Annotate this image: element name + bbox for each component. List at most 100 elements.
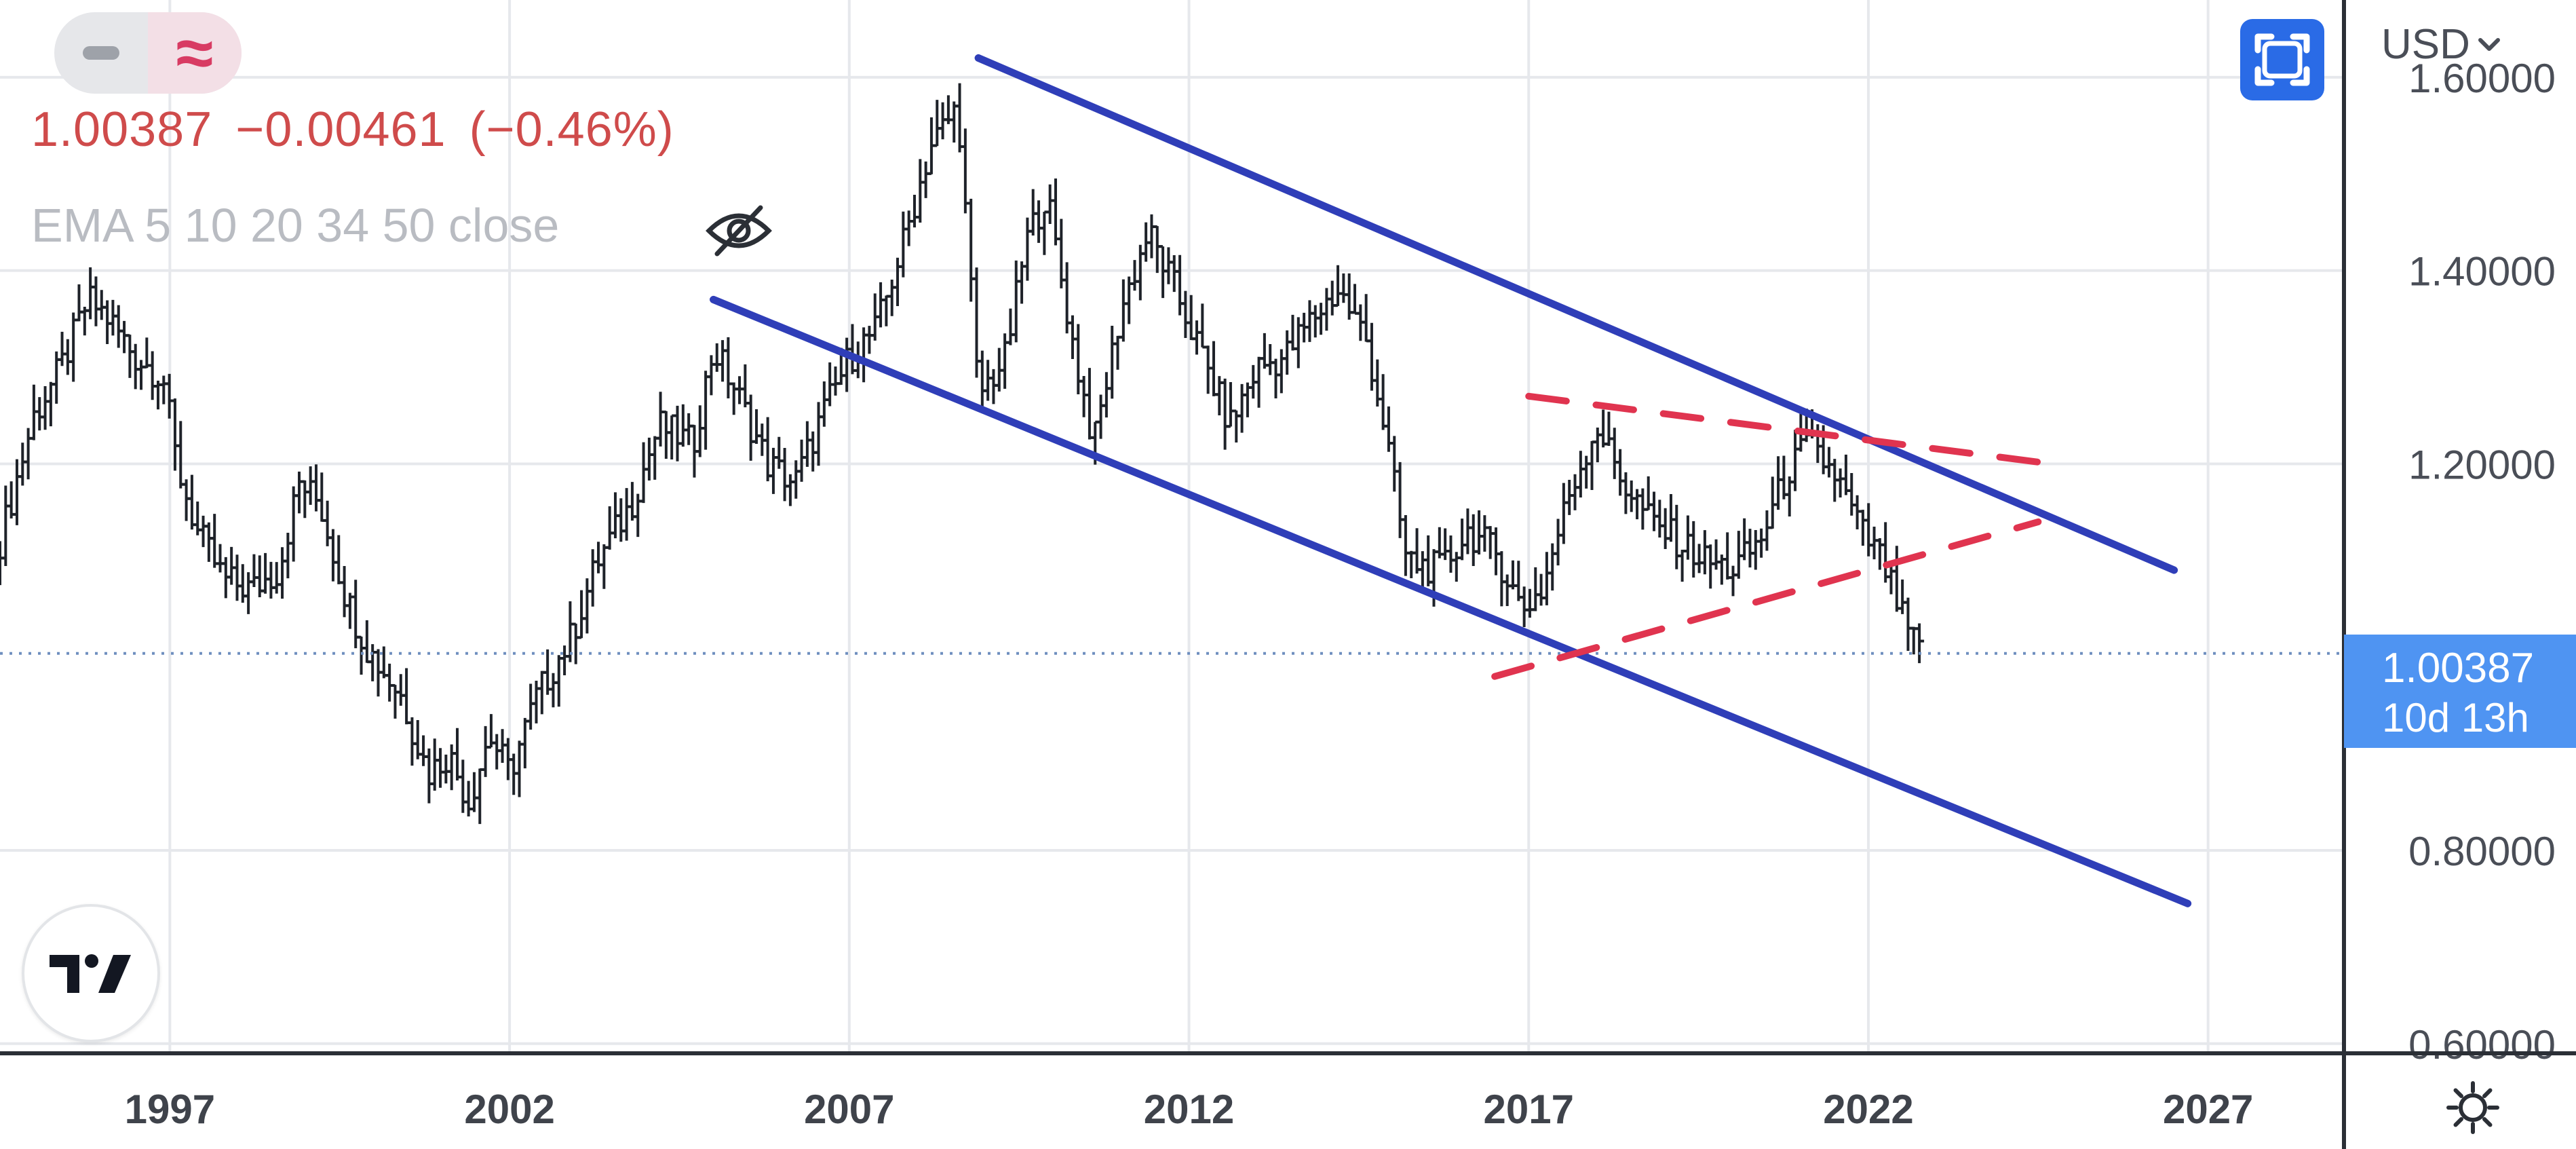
ohlc-bar: [893, 257, 903, 307]
ohlc-bar: [1779, 455, 1789, 500]
ohlc-bar: [12, 459, 22, 525]
ohlc-bar: [915, 159, 925, 223]
ohlc-bar: [1908, 626, 1919, 655]
ohlc-bar: [1005, 308, 1016, 345]
ohlc-bar: [288, 486, 299, 562]
ohlc-bar: [1175, 255, 1185, 316]
ohlc-bar: [6, 481, 16, 519]
ohlc-bar: [1869, 526, 1879, 560]
ohlc-bar: [1305, 300, 1315, 342]
ohlc-bar: [1592, 428, 1602, 463]
ohlc-bar: [977, 350, 987, 409]
ohlc-bar: [746, 394, 756, 461]
ohlc-bar: [402, 668, 412, 725]
approx-wave-icon[interactable]: ≈: [148, 12, 242, 94]
currency-select[interactable]: USD: [2381, 20, 2501, 69]
ohlc-bar: [949, 101, 959, 143]
ohlc-bar: [407, 717, 417, 766]
ohlc-bar: [1706, 544, 1716, 589]
ohlc-bar: [452, 728, 462, 780]
ohlc-bar: [1750, 529, 1761, 570]
ohlc-bar: [1672, 504, 1682, 569]
ohlc-bar: [1147, 214, 1157, 259]
ohlc-bar: [627, 482, 637, 521]
ohlc-bar: [1723, 532, 1733, 580]
ohlc-bar: [526, 683, 536, 730]
ohlc-bar: [45, 381, 56, 427]
gear-icon[interactable]: [2440, 1075, 2505, 1140]
triangle-trendline: [1525, 392, 2056, 468]
minus-icon[interactable]: [54, 12, 148, 94]
ohlc-bar: [1417, 551, 1427, 588]
ohlc-bar: [1152, 225, 1162, 274]
ohlc-bar: [1903, 597, 1913, 652]
ohlc-bar: [554, 655, 564, 707]
ohlc-bar: [1259, 333, 1269, 369]
ohlc-bar: [1463, 508, 1473, 554]
ohlc-bar: [1541, 552, 1552, 605]
ohlc-bar: [723, 337, 733, 398]
price-legend: 1.00387 −0.00461 (−0.46%): [31, 102, 697, 157]
ohlc-bar: [1514, 561, 1524, 601]
ohlc-bar: [469, 772, 479, 812]
ohlc-bar: [577, 590, 587, 639]
ohlc-bar: [876, 282, 886, 328]
ohlc-bar: [176, 421, 186, 489]
ohlc-bar: [1412, 528, 1422, 574]
y-tick-label: 1.60000: [2408, 56, 2556, 101]
ohlc-bar: [1056, 219, 1066, 288]
fullscreen-icon[interactable]: [2240, 19, 2324, 100]
ohlc-bar: [1762, 510, 1772, 551]
ohlc-bar: [142, 337, 152, 369]
ohlc-bar: [1107, 325, 1117, 399]
ohlc-bar: [1084, 368, 1094, 440]
ohlc-bar: [1096, 394, 1106, 439]
ohlc-bar: [244, 572, 254, 614]
ohlc-bar: [588, 549, 598, 607]
ohlc-bar: [227, 546, 237, 585]
ohlc-bar: [1468, 514, 1478, 567]
ohlc-bar: [368, 644, 378, 681]
ohlc-bar: [571, 622, 581, 664]
indicator-legend[interactable]: EMA 5 10 20 34 50 close: [31, 199, 560, 252]
ohlc-bar: [594, 542, 604, 573]
ohlc-bar: [1288, 314, 1298, 351]
ohlc-bar: [1824, 447, 1834, 478]
ohlc-bar: [1225, 382, 1235, 428]
ohlc-bar: [1237, 383, 1247, 433]
ohlc-bar: [1164, 247, 1174, 284]
ohlc-bar: [1017, 261, 1027, 304]
ohlc-bar: [864, 326, 874, 354]
ohlc-bar: [1118, 279, 1128, 342]
ohlc-bar: [751, 409, 761, 445]
ohlc-bar: [1536, 573, 1546, 606]
tradingview-logo-icon[interactable]: [22, 904, 160, 1042]
ohlc-bar: [1881, 522, 1891, 583]
ohlc-bar: [1400, 515, 1410, 576]
y-tick-label: 1.40000: [2408, 249, 2556, 295]
ohlc-bar: [955, 83, 965, 153]
ohlc-bar: [695, 405, 705, 457]
eye-off-icon[interactable]: [699, 197, 779, 265]
ohlc-bar: [1446, 535, 1456, 573]
ohlc-bar: [85, 267, 96, 320]
ohlc-bar: [1587, 440, 1597, 490]
ohlc-bar: [1711, 539, 1721, 570]
ohlc-bar: [887, 279, 897, 316]
ohlc-bar: [1169, 255, 1179, 293]
ohlc-bar: [1339, 273, 1349, 303]
ohlc-bar: [436, 748, 446, 788]
ohlc-bar: [1581, 455, 1592, 489]
ohlc-bar: [1350, 284, 1360, 315]
ohlc-bar: [661, 410, 671, 459]
ohlc-bar: [424, 748, 434, 804]
channel-trendline: [710, 295, 2192, 907]
ohlc-bar: [966, 198, 976, 302]
ohlc-bar: [1220, 378, 1230, 450]
ohlc-bar: [1451, 552, 1461, 582]
ohlc-bar: [909, 195, 919, 228]
ohlc-bar: [1841, 454, 1851, 495]
ohlc-bar: [1130, 260, 1140, 291]
ohlc-bar: [1197, 303, 1208, 349]
